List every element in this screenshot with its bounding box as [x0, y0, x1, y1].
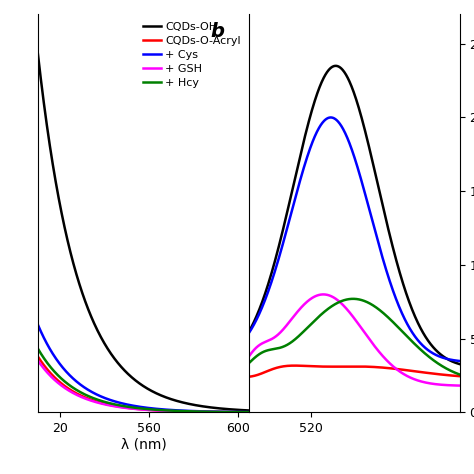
Legend: CQDs-OH, CQDs-O-Acryl, + Cys, + GSH, + Hcy: CQDs-OH, CQDs-O-Acryl, + Cys, + GSH, + H… — [141, 20, 243, 90]
Text: b: b — [211, 22, 225, 41]
X-axis label: λ (nm): λ (nm) — [120, 438, 166, 452]
